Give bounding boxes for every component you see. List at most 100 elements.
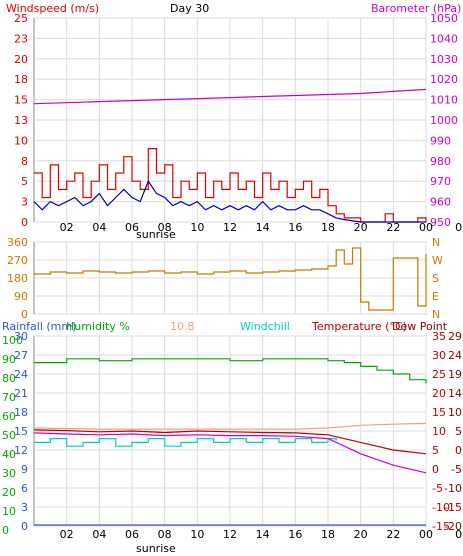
temp-x-tick: 12 <box>223 528 237 541</box>
barometer-tick: 970 <box>430 175 451 188</box>
temperature-tick: 10 <box>432 425 446 438</box>
rainfall-tick: 3 <box>21 501 28 514</box>
wind-series <box>33 88 427 223</box>
barometer-tick: 1010 <box>430 94 458 107</box>
rainfall-tick: 30 <box>14 330 28 343</box>
windspeed-axis-title: Windspeed (m/s) <box>6 2 99 15</box>
right-tick: 29 <box>448 330 462 343</box>
temperature-tick: 0 <box>432 463 439 476</box>
temp-x-tick: 08 <box>158 528 172 541</box>
wind-x-tick: 14 <box>256 221 270 234</box>
rainfall-tick: 0 <box>21 520 28 533</box>
direction-line <box>34 247 427 311</box>
rainfall-tick: 6 <box>21 482 28 495</box>
humidity-axis-title: Humidity % <box>66 320 130 333</box>
rainfall-tick: 27 <box>14 349 28 362</box>
windchill-label: Windchill <box>240 320 290 333</box>
barometer-tick: 960 <box>430 196 451 209</box>
direction-y-ticks: 360 270 180 90 0 <box>7 236 28 321</box>
wind-x-tick: 22 <box>386 221 400 234</box>
temp-x-tick: 18 <box>321 528 335 541</box>
sunrise-label-2: sunrise <box>136 542 176 555</box>
windspeed-tick: 5 <box>21 175 28 188</box>
wind-x-tick: 20 <box>354 221 368 234</box>
direction-tick: 180 <box>7 272 28 285</box>
temp-x-tick: 06 <box>125 528 139 541</box>
barometer-axis-title: Barometer (hPa) <box>371 2 461 15</box>
humidity-tick: 90 <box>2 353 16 366</box>
wind-x-tick: 10 <box>190 221 204 234</box>
direction-tick: 90 <box>14 290 28 303</box>
barometer-y-ticks: 1050 1040 1030 1020 1010 1000 990 980 970 960 950 <box>430 12 458 229</box>
humidity-tick: 10 <box>2 505 16 518</box>
right-tick: 5 <box>455 425 462 438</box>
rainfall-tick: 12 <box>14 444 28 457</box>
windspeed-tick: 15 <box>14 94 28 107</box>
barometer-tick: 1050 <box>430 12 458 25</box>
windspeed-tick: 18 <box>14 73 28 86</box>
humidity-tick: 50 <box>2 429 16 442</box>
humidity-tick: 100 <box>2 334 23 347</box>
humidity-line <box>34 358 427 384</box>
right-tick: -10 <box>444 482 462 495</box>
temperature-tick: 30 <box>432 349 446 362</box>
temperature-axis-title: Temperature (°C) <box>311 320 407 333</box>
direction-tick: 270 <box>7 254 28 267</box>
humidity-tick: 70 <box>2 391 16 404</box>
right-tick: 0 <box>455 444 462 457</box>
rainfall-tick: 21 <box>14 387 28 400</box>
wind-x-tick: 00 <box>419 221 433 234</box>
temperature-line <box>33 429 427 455</box>
right-tick: 10 <box>448 406 462 419</box>
chart-title: Day 30 <box>170 2 209 15</box>
windspeed-tick: 10 <box>14 134 28 147</box>
windspeed-tick: 23 <box>14 32 28 45</box>
rainfall-axis-title: Rainfall (mm) <box>2 320 76 333</box>
wind-x-tick: 12 <box>223 221 237 234</box>
temp-series <box>33 358 427 526</box>
right-tick: -5 <box>451 463 462 476</box>
barometer-tick: 1000 <box>430 114 458 127</box>
windspeed-line <box>34 148 427 223</box>
rainfall-tick: 15 <box>14 425 28 438</box>
sunrise-label-1: sunrise <box>136 228 176 241</box>
temp-x-tick: 0 <box>455 528 462 541</box>
rainfall-tick: 18 <box>14 406 28 419</box>
humidity-tick: 20 <box>2 486 16 499</box>
temperature-y-ticks: 35 30 25 20 15 10 5 0 -5 -10 -15 <box>432 330 450 533</box>
wind-x-tick: 16 <box>288 221 302 234</box>
barometer-tick: 980 <box>430 155 451 168</box>
windspeed-tick: 3 <box>21 196 28 209</box>
temp-x-tick: 00 <box>419 528 433 541</box>
wind-x-tick: 06 <box>125 221 139 234</box>
temp-x-tick: 20 <box>354 528 368 541</box>
barometer-tick: 990 <box>430 134 451 147</box>
temperature-tick: 15 <box>432 406 446 419</box>
direction-panel-grid <box>34 241 427 315</box>
temp-x-tick: 10 <box>190 528 204 541</box>
temperature-tick: 25 <box>432 368 446 381</box>
right-tick: -20 <box>444 520 462 533</box>
right-y-ticks: 29 24 19 14 10 5 0 -5 -10 -15 -20 <box>444 330 462 533</box>
wind-average-line <box>33 179 426 223</box>
wind-x-tick: 04 <box>92 221 106 234</box>
windchill-line <box>34 438 337 447</box>
temp-x-tick: 16 <box>288 528 302 541</box>
temperature-tick: -15 <box>432 520 450 533</box>
compass-tick: N <box>432 236 440 249</box>
right-tick: 14 <box>448 387 462 400</box>
direction-tick: 360 <box>7 236 28 249</box>
barometer-tick: 1040 <box>430 32 458 45</box>
temp-x-tick: 02 <box>60 528 74 541</box>
windspeed-y-ticks: 25 23 20 18 15 13 10 8 5 3 0 <box>14 12 28 229</box>
barometer-tick: 1030 <box>430 53 458 66</box>
temp-panel-grid <box>34 335 427 527</box>
humidity-tick: 80 <box>2 372 16 385</box>
humidity-tick: 40 <box>2 448 16 461</box>
rain-value-line <box>33 422 427 430</box>
dewpoint-label: Dew Point <box>392 320 448 333</box>
